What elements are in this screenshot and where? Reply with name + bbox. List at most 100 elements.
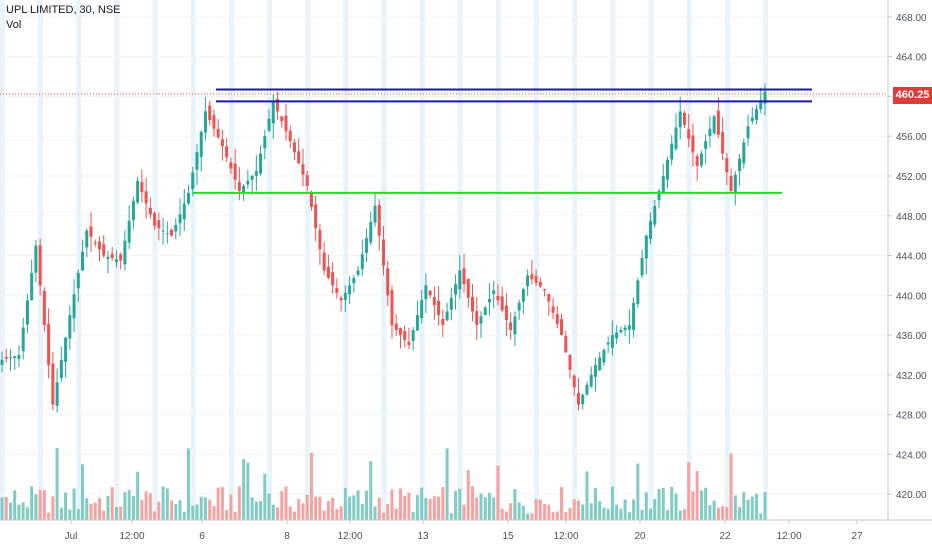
candle-body <box>373 205 377 223</box>
candle-body <box>119 254 123 261</box>
candle-body <box>716 110 720 135</box>
candle-body <box>598 357 602 371</box>
candle-body <box>309 191 313 208</box>
volume-bar <box>89 503 93 520</box>
volume-bar <box>68 509 72 520</box>
candle-body <box>318 230 322 250</box>
candle-body <box>153 212 157 226</box>
volume-bar <box>51 496 55 520</box>
candle-body <box>144 191 148 204</box>
volume-bar <box>47 512 51 520</box>
volume-bar <box>564 512 568 520</box>
candle-body <box>250 175 254 180</box>
candle-body <box>479 316 483 324</box>
candle-body <box>157 220 161 229</box>
candle-body <box>85 230 89 248</box>
time-tick-label: 12:00 <box>337 531 362 542</box>
volume-bar <box>390 489 394 520</box>
volume-bar <box>534 498 538 520</box>
volume-bar <box>114 507 118 520</box>
candle-body <box>356 270 360 275</box>
candle-body <box>487 299 491 303</box>
time-tick-label: 20 <box>634 531 646 542</box>
candle-body <box>449 297 453 310</box>
candle-body <box>670 143 674 160</box>
horizontal-levels <box>0 88 888 194</box>
volume-bar <box>623 499 627 520</box>
volume-bar <box>695 471 699 520</box>
candle-body <box>0 359 4 365</box>
candle-body <box>131 200 135 220</box>
candle-body <box>110 253 114 259</box>
volume-bar <box>30 486 34 520</box>
session-band <box>228 0 234 520</box>
candle-body <box>636 280 640 305</box>
price-axis: 420.00 424.00 428.00 432.00 436.00 440.00 444.… <box>887 0 932 550</box>
volume-bar <box>59 507 63 520</box>
candle-body <box>322 252 326 271</box>
session-band <box>686 0 692 520</box>
volume-bar <box>576 500 580 520</box>
volume-bar <box>513 489 517 520</box>
volume-bar <box>305 494 309 520</box>
volume-bar <box>509 503 513 520</box>
candle-body <box>55 382 59 406</box>
volume-bar <box>547 504 551 520</box>
volume-bar <box>403 495 407 520</box>
volume-bar <box>21 502 25 520</box>
volume-bar <box>568 507 572 520</box>
volume-bar <box>326 501 330 520</box>
volume-bar <box>619 508 623 520</box>
candle-body <box>644 235 648 259</box>
candle-body <box>161 230 165 232</box>
volume-bar <box>195 504 199 520</box>
candle-body <box>4 357 8 359</box>
volume-bar <box>492 497 496 520</box>
candle-body <box>471 296 475 312</box>
volume-bar <box>678 510 682 520</box>
candle-body <box>699 153 703 166</box>
candle-body <box>407 341 411 346</box>
volume-bar <box>284 486 288 520</box>
volume-bar <box>708 505 712 520</box>
volume-bar <box>322 510 326 520</box>
candle-body <box>165 233 169 235</box>
volume-bar <box>500 508 504 520</box>
time-tick-label: Jul <box>65 531 78 542</box>
volume-bar <box>42 490 46 520</box>
volume-bar <box>377 497 381 520</box>
candle-body <box>237 182 241 191</box>
volume-bar <box>292 511 296 520</box>
volume-bar <box>343 487 347 520</box>
volume-bar <box>161 486 165 520</box>
candle-body <box>386 268 390 296</box>
candle-body <box>568 355 572 370</box>
volume-bar <box>0 497 4 520</box>
volume-bar <box>398 488 402 520</box>
volume-bar <box>415 495 419 520</box>
volume-bar <box>581 504 585 520</box>
volume-bar <box>699 490 703 520</box>
candle-body <box>89 226 93 237</box>
volume-bar <box>487 492 491 520</box>
price-tick-label: 456.00 <box>896 132 927 143</box>
volume-bar <box>276 507 280 520</box>
volume-bar <box>267 493 271 520</box>
candle-body <box>106 256 110 259</box>
candle-body <box>216 128 220 138</box>
time-tick-label: 15 <box>502 531 514 542</box>
volume-bar <box>471 486 475 520</box>
volume-bar <box>560 487 564 520</box>
candle-body <box>560 319 564 336</box>
candle-body <box>203 111 207 133</box>
volume-bar <box>34 494 38 520</box>
session-band <box>152 0 158 520</box>
volume-bar <box>254 501 258 520</box>
volume-bar <box>521 505 525 520</box>
volume-bar <box>64 492 68 520</box>
candle-body <box>543 288 547 291</box>
volume-bar <box>360 504 364 520</box>
volume-bar <box>127 490 131 520</box>
volume-bar <box>25 507 29 520</box>
